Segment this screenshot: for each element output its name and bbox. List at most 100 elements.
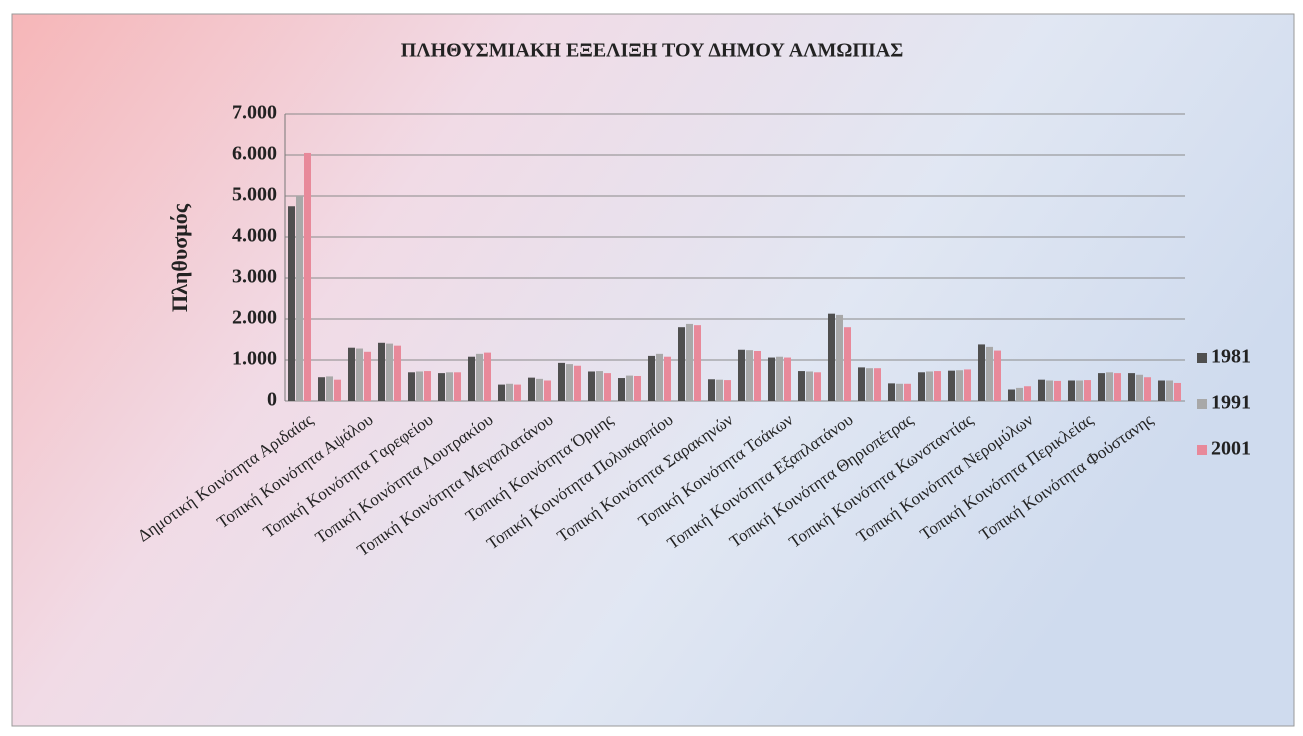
bar xyxy=(686,323,693,401)
bar xyxy=(1114,373,1121,401)
y-tick-label: 5.000 xyxy=(232,184,277,206)
bar xyxy=(468,356,475,401)
bar xyxy=(814,372,821,401)
bar xyxy=(1174,382,1181,401)
chart-title: ΠΛΗΘΥΣΜΙΑΚΗ ΕΞΕΛΙΞΗ ΤΟΥ ΔΗΜΟΥ ΑΛΜΩΠΙΑΣ xyxy=(401,40,904,62)
bar xyxy=(858,367,865,401)
y-tick-label: 6.000 xyxy=(232,143,277,165)
bar xyxy=(348,347,355,401)
bar xyxy=(394,345,401,401)
legend-label: 2001 xyxy=(1211,438,1251,460)
bar xyxy=(408,372,415,401)
bar xyxy=(1136,374,1143,401)
bar xyxy=(588,371,595,401)
bar xyxy=(896,383,903,401)
bar xyxy=(874,368,881,401)
bar xyxy=(498,384,505,401)
bar xyxy=(296,196,303,401)
bar xyxy=(288,206,295,401)
bar xyxy=(866,368,873,401)
legend-swatch xyxy=(1197,353,1207,363)
bar xyxy=(386,343,393,401)
bar xyxy=(806,371,813,401)
bar xyxy=(716,379,723,401)
bar xyxy=(604,373,611,401)
bar xyxy=(514,384,521,401)
legend-label: 1981 xyxy=(1211,346,1251,368)
bar xyxy=(1068,380,1075,401)
bar xyxy=(558,362,565,401)
y-tick-label: 4.000 xyxy=(232,225,277,247)
bar xyxy=(1016,387,1023,401)
bar xyxy=(918,372,925,401)
bar xyxy=(708,379,715,401)
bar xyxy=(738,349,745,401)
bar xyxy=(304,152,311,401)
legend-swatch xyxy=(1197,399,1207,409)
legend-label: 1991 xyxy=(1211,392,1251,414)
bar xyxy=(1008,389,1015,401)
bar xyxy=(528,377,535,401)
bar xyxy=(1076,380,1083,401)
y-tick-label: 7.000 xyxy=(232,102,277,124)
bar xyxy=(618,378,625,401)
bar xyxy=(596,371,603,401)
y-tick-label: 3.000 xyxy=(232,266,277,288)
bar xyxy=(544,380,551,401)
bar xyxy=(326,376,333,401)
bar xyxy=(978,344,985,401)
bar xyxy=(1106,372,1113,401)
bar xyxy=(424,371,431,401)
bar xyxy=(746,350,753,401)
bar xyxy=(994,350,1001,401)
bar xyxy=(364,351,371,401)
bar xyxy=(416,371,423,401)
bar xyxy=(318,377,325,401)
bar xyxy=(378,342,385,401)
bar xyxy=(1046,380,1053,401)
y-tick-label: 2.000 xyxy=(232,307,277,329)
bar xyxy=(566,364,573,401)
bar xyxy=(948,370,955,401)
y-axis-label: Πληθυσμός xyxy=(167,203,192,312)
bar xyxy=(836,314,843,401)
bar xyxy=(454,372,461,401)
bar xyxy=(664,356,671,401)
bar xyxy=(536,378,543,401)
bar xyxy=(476,353,483,401)
bar xyxy=(1038,379,1045,401)
legend-swatch xyxy=(1197,445,1207,455)
bar xyxy=(356,348,363,401)
bar xyxy=(334,379,341,401)
bar xyxy=(694,325,701,401)
bar xyxy=(768,357,775,401)
bar xyxy=(446,372,453,401)
bar xyxy=(784,357,791,401)
bar xyxy=(964,369,971,401)
bar xyxy=(844,327,851,401)
bar xyxy=(888,383,895,401)
bar xyxy=(1054,380,1061,401)
bar xyxy=(1098,373,1105,401)
bar xyxy=(574,365,581,401)
bar xyxy=(926,371,933,401)
bar xyxy=(1144,377,1151,401)
bar xyxy=(626,375,633,401)
bar xyxy=(904,383,911,401)
bar xyxy=(776,356,783,401)
bar xyxy=(798,371,805,401)
bar xyxy=(1158,380,1165,401)
bar xyxy=(1024,386,1031,401)
bar xyxy=(828,313,835,401)
bar xyxy=(754,350,761,401)
bar xyxy=(1166,380,1173,401)
bar xyxy=(634,375,641,401)
bar xyxy=(1084,380,1091,401)
bar xyxy=(648,355,655,401)
bar xyxy=(956,370,963,401)
bar xyxy=(506,383,513,401)
bar xyxy=(986,346,993,401)
bar xyxy=(484,352,491,401)
bar xyxy=(438,373,445,401)
